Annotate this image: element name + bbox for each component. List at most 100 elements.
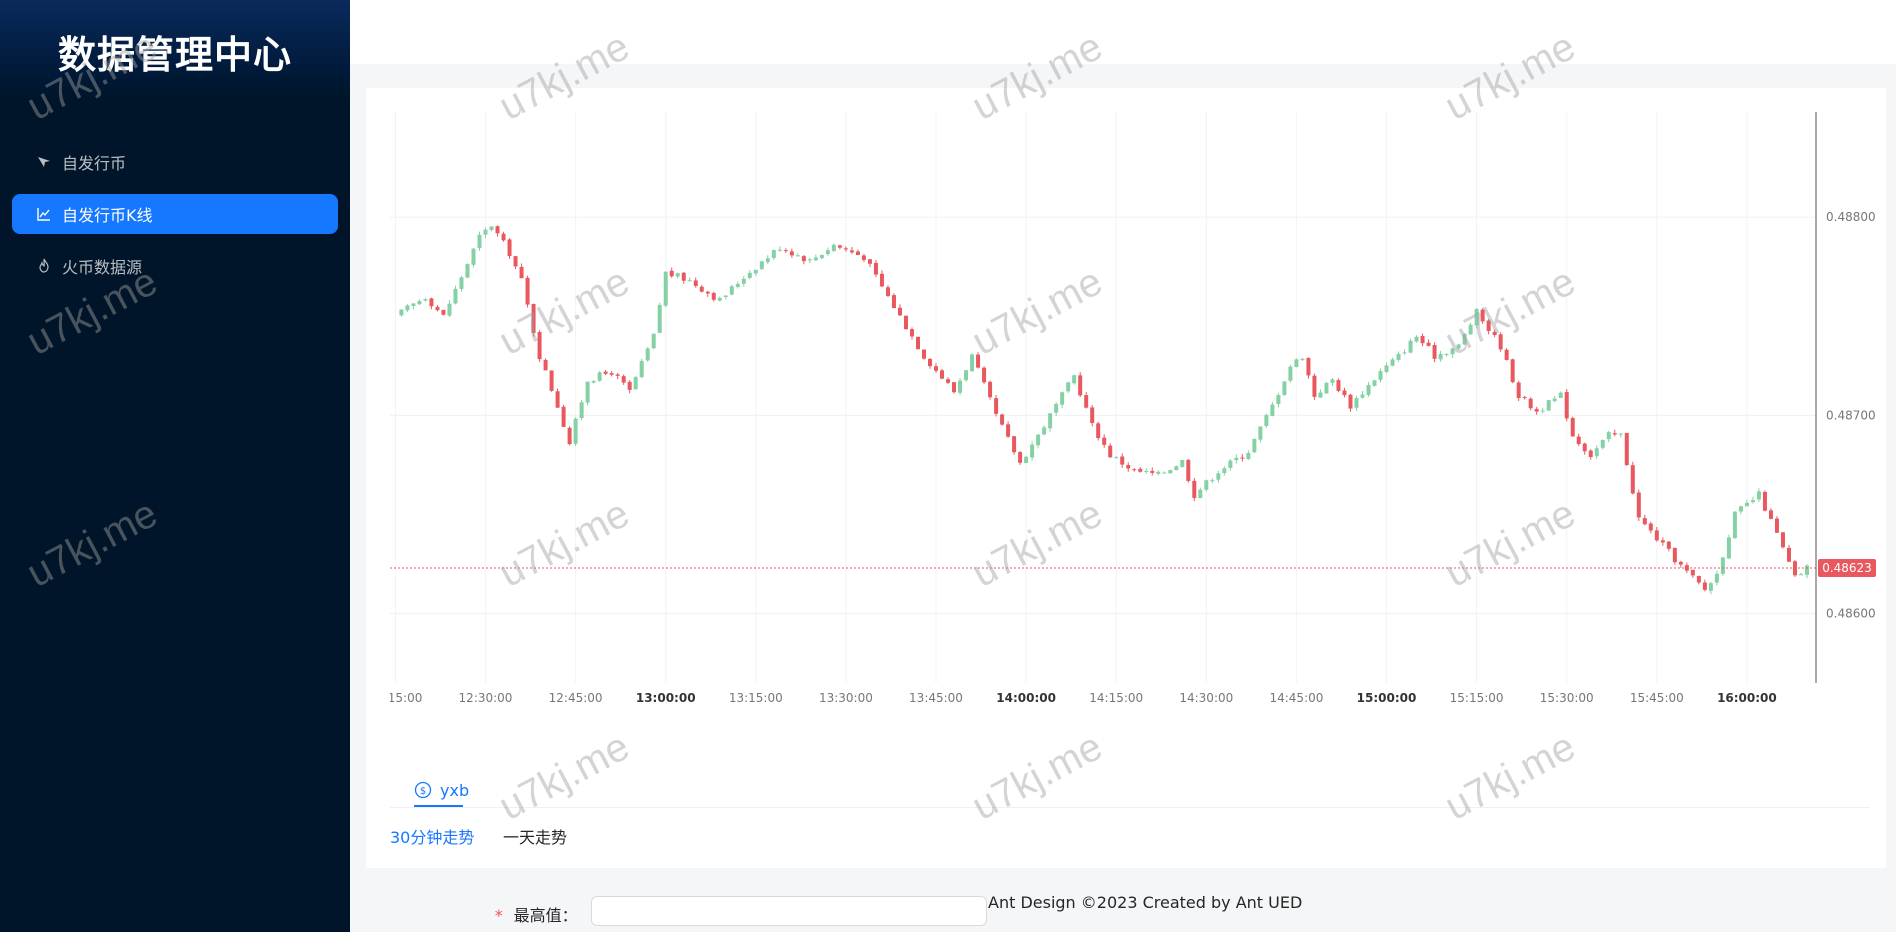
sidebar-item-self-issued-coin-kline[interactable]: 自发行币K线: [12, 194, 338, 234]
candle-body: [1396, 353, 1401, 360]
candle-body: [537, 332, 542, 360]
candle-body: [639, 360, 644, 378]
candle-body: [1318, 392, 1323, 398]
candle-body: [675, 273, 680, 277]
candle-body: [669, 270, 674, 277]
candle-body: [1198, 489, 1203, 499]
candle-body: [1222, 468, 1227, 474]
candle-body: [867, 259, 872, 264]
candle-body: [1606, 432, 1611, 440]
candle-body: [1240, 457, 1245, 459]
candle-body: [561, 406, 566, 427]
candle-body: [1108, 445, 1113, 458]
candle-body: [1378, 371, 1383, 380]
candle-body: [958, 380, 963, 393]
candle-body: [873, 262, 878, 275]
tab-30min-trend[interactable]: 30分钟走势: [390, 828, 475, 847]
candle-body: [1738, 506, 1743, 512]
candle-body: [735, 283, 740, 287]
required-mark: *: [494, 906, 504, 925]
candle-body: [615, 374, 620, 376]
candle-body: [843, 248, 848, 250]
candle-body: [1618, 433, 1623, 435]
candle-body: [579, 402, 584, 419]
candle-body: [1336, 380, 1341, 391]
kline-chart[interactable]: 0.48800 0.48700 0.48600 0.48623 12:15:00 12:3…: [366, 88, 1886, 728]
candle-body: [1504, 349, 1509, 360]
current-price-badge: [1818, 559, 1876, 578]
candle-body: [519, 266, 524, 279]
candle-body: [909, 329, 914, 337]
x-tick-label: 14:15:00: [1089, 691, 1143, 705]
candle-body: [1576, 436, 1581, 445]
candle-body: [1720, 557, 1725, 574]
candle-body: [555, 391, 560, 408]
candle-body: [1042, 427, 1047, 435]
candle-body: [1360, 394, 1365, 398]
candle-body: [699, 286, 704, 292]
tab-one-day-trend[interactable]: 一天走势: [503, 828, 568, 847]
candle-body: [1210, 480, 1215, 482]
candle-body: [1780, 532, 1785, 548]
candle-body: [1528, 398, 1533, 409]
candle-body: [411, 303, 416, 306]
candle-body: [1096, 423, 1101, 439]
candle-body: [1090, 407, 1095, 423]
candle-body: [1696, 576, 1701, 583]
candle-body: [801, 256, 806, 262]
candle-body: [1018, 452, 1023, 463]
candle-body: [1006, 424, 1011, 437]
candle-body: [891, 295, 896, 309]
candle-body: [1282, 381, 1287, 395]
candle-body: [1534, 408, 1539, 412]
candle-body: [1510, 359, 1515, 383]
candle-body: [861, 255, 866, 260]
candle-body: [543, 359, 548, 371]
candle-body: [1402, 352, 1407, 354]
candle-body: [483, 229, 488, 235]
candle-body: [1036, 434, 1041, 446]
candle-body: [1726, 537, 1731, 559]
candle-body: [1132, 469, 1137, 471]
sidebar-item-self-issued-coin[interactable]: 自发行币: [12, 142, 338, 182]
sidebar-item-huobi-data-source[interactable]: 火币数据源: [12, 246, 338, 286]
candle-body: [982, 367, 987, 383]
candle-body: [964, 370, 969, 381]
candle-body: [1762, 491, 1767, 511]
candle-body: [1114, 457, 1119, 459]
candle-body: [771, 250, 776, 259]
candle-body: [423, 299, 428, 301]
candle-body: [495, 226, 500, 234]
candle-body: [1246, 453, 1251, 460]
footer-text: Ant Design ©2023 Created by Ant UED: [988, 893, 1303, 912]
candle-body: [465, 264, 470, 278]
candle-body: [693, 280, 698, 286]
candle-body: [585, 381, 590, 403]
candle-body: [531, 303, 536, 333]
candle-body: [1294, 359, 1299, 368]
x-tick-label: 13:30:00: [819, 691, 873, 705]
candle-body: [1804, 565, 1809, 575]
sidebar: 数据管理中心 自发行币 自发行币K线 火币数据源: [0, 0, 350, 932]
coin-tab-ink-bar: [414, 805, 463, 807]
current-price-label: 0.48623: [1822, 561, 1872, 575]
candle-body: [831, 244, 836, 252]
candle-body: [1588, 450, 1593, 458]
candle-body: [1234, 457, 1239, 461]
tab-coin-yxb[interactable]: $ yxb: [414, 772, 469, 808]
candle-body: [633, 377, 638, 390]
candle-body: [729, 286, 734, 295]
candle-body: [970, 354, 975, 372]
candle-body: [1558, 392, 1563, 398]
candle-body: [501, 233, 506, 241]
coin-tab-label: yxb: [440, 780, 470, 800]
candle-body: [399, 309, 404, 316]
y-tick-label: 0.48800: [1826, 210, 1876, 224]
candle-body: [1390, 359, 1395, 366]
candle-body: [1258, 426, 1263, 440]
candle-body: [1168, 470, 1173, 474]
candle-body: [903, 315, 908, 330]
candle-body: [1450, 348, 1455, 355]
candle-body: [711, 293, 716, 300]
max-value-input[interactable]: [591, 896, 987, 926]
